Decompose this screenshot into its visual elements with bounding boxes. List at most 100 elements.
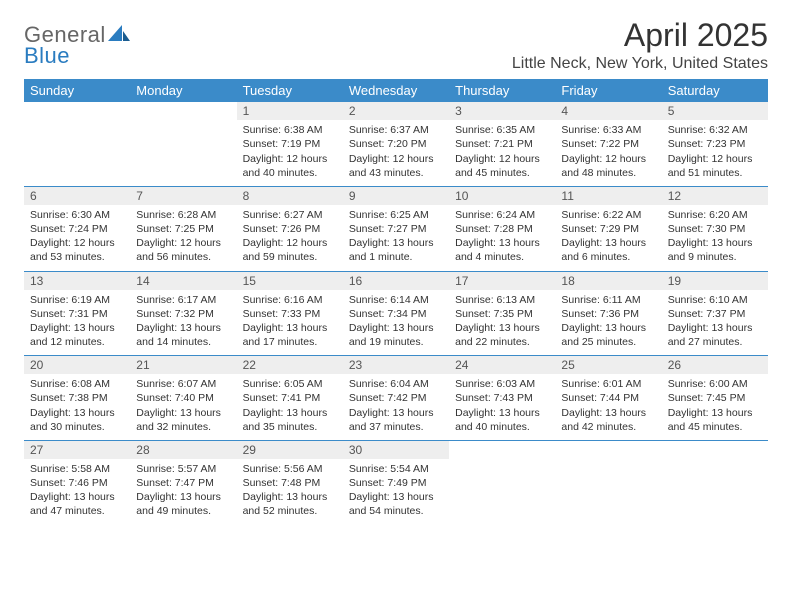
sunrise-text: Sunrise: 5:54 AM bbox=[349, 462, 443, 476]
day-number: 11 bbox=[555, 187, 661, 205]
calendar-day-cell: 7Sunrise: 6:28 AMSunset: 7:25 PMDaylight… bbox=[130, 186, 236, 271]
sunset-text: Sunset: 7:32 PM bbox=[136, 307, 230, 321]
sunrise-text: Sunrise: 6:24 AM bbox=[455, 208, 549, 222]
sunset-text: Sunset: 7:46 PM bbox=[30, 476, 124, 490]
calendar-day-cell bbox=[449, 440, 555, 524]
daylight-text: Daylight: 12 hours and 48 minutes. bbox=[561, 152, 655, 180]
calendar-day-cell: 5Sunrise: 6:32 AMSunset: 7:23 PMDaylight… bbox=[662, 102, 768, 186]
sunrise-text: Sunrise: 6:19 AM bbox=[30, 293, 124, 307]
sunrise-text: Sunrise: 6:16 AM bbox=[243, 293, 337, 307]
day-number: 1 bbox=[237, 102, 343, 120]
page-title: April 2025 bbox=[512, 18, 768, 53]
calendar-week-row: 1Sunrise: 6:38 AMSunset: 7:19 PMDaylight… bbox=[24, 102, 768, 186]
sunrise-text: Sunrise: 6:37 AM bbox=[349, 123, 443, 137]
brand-text: General Blue bbox=[24, 22, 130, 66]
daylight-text: Daylight: 12 hours and 51 minutes. bbox=[668, 152, 762, 180]
calendar-table: Sunday Monday Tuesday Wednesday Thursday… bbox=[24, 79, 768, 524]
calendar-day-cell: 26Sunrise: 6:00 AMSunset: 7:45 PMDayligh… bbox=[662, 356, 768, 441]
day-content: Sunrise: 5:54 AMSunset: 7:49 PMDaylight:… bbox=[343, 459, 449, 525]
daylight-text: Daylight: 13 hours and 42 minutes. bbox=[561, 406, 655, 434]
day-number: 16 bbox=[343, 272, 449, 290]
calendar-week-row: 6Sunrise: 6:30 AMSunset: 7:24 PMDaylight… bbox=[24, 186, 768, 271]
daylight-text: Daylight: 13 hours and 14 minutes. bbox=[136, 321, 230, 349]
daylight-text: Daylight: 13 hours and 9 minutes. bbox=[668, 236, 762, 264]
daylight-text: Daylight: 13 hours and 52 minutes. bbox=[243, 490, 337, 518]
sunset-text: Sunset: 7:31 PM bbox=[30, 307, 124, 321]
day-number: 2 bbox=[343, 102, 449, 120]
sunset-text: Sunset: 7:36 PM bbox=[561, 307, 655, 321]
sunset-text: Sunset: 7:45 PM bbox=[668, 391, 762, 405]
sunrise-text: Sunrise: 5:57 AM bbox=[136, 462, 230, 476]
daylight-text: Daylight: 13 hours and 35 minutes. bbox=[243, 406, 337, 434]
day-number: 27 bbox=[24, 441, 130, 459]
calendar-week-row: 20Sunrise: 6:08 AMSunset: 7:38 PMDayligh… bbox=[24, 356, 768, 441]
sunset-text: Sunset: 7:42 PM bbox=[349, 391, 443, 405]
day-number: 23 bbox=[343, 356, 449, 374]
day-number: 28 bbox=[130, 441, 236, 459]
sunrise-text: Sunrise: 6:07 AM bbox=[136, 377, 230, 391]
sunset-text: Sunset: 7:41 PM bbox=[243, 391, 337, 405]
day-content: Sunrise: 6:08 AMSunset: 7:38 PMDaylight:… bbox=[24, 374, 130, 440]
calendar-day-cell: 12Sunrise: 6:20 AMSunset: 7:30 PMDayligh… bbox=[662, 186, 768, 271]
calendar-day-cell: 1Sunrise: 6:38 AMSunset: 7:19 PMDaylight… bbox=[237, 102, 343, 186]
weekday-header: Monday bbox=[130, 79, 236, 102]
sunset-text: Sunset: 7:24 PM bbox=[30, 222, 124, 236]
calendar-week-row: 13 Sunrise: 6:19 AMSunset: 7:31 PM Dayligh… bbox=[24, 271, 768, 356]
sunset-text: Sunset: 7:47 PM bbox=[136, 476, 230, 490]
day-number: 30 bbox=[343, 441, 449, 459]
sunrise-text: Sunrise: 6:13 AM bbox=[455, 293, 549, 307]
sunrise-text: Sunrise: 6:10 AM bbox=[668, 293, 762, 307]
sunset-text: Sunset: 7:34 PM bbox=[349, 307, 443, 321]
day-content: Sunrise: 5:58 AMSunset: 7:46 PMDaylight:… bbox=[24, 459, 130, 525]
sunset-text: Sunset: 7:19 PM bbox=[243, 137, 337, 151]
calendar-day-cell: 25Sunrise: 6:01 AMSunset: 7:44 PMDayligh… bbox=[555, 356, 661, 441]
calendar-day-cell: 16Sunrise: 6:14 AMSunset: 7:34 PMDayligh… bbox=[343, 271, 449, 356]
day-content: Sunrise: 6:27 AMSunset: 7:26 PMDaylight:… bbox=[237, 205, 343, 271]
day-number: 26 bbox=[662, 356, 768, 374]
day-number: 17 bbox=[449, 272, 555, 290]
daylight-text: Daylight: 13 hours and 45 minutes. bbox=[668, 406, 762, 434]
day-number: 25 bbox=[555, 356, 661, 374]
sunset-text: Sunset: 7:43 PM bbox=[455, 391, 549, 405]
sunrise-text: Sunrise: 6:22 AM bbox=[561, 208, 655, 222]
weekday-header: Sunday bbox=[24, 79, 130, 102]
weekday-header: Saturday bbox=[662, 79, 768, 102]
calendar-week-row: 27Sunrise: 5:58 AMSunset: 7:46 PMDayligh… bbox=[24, 440, 768, 524]
calendar-day-cell: 19Sunrise: 6:10 AMSunset: 7:37 PMDayligh… bbox=[662, 271, 768, 356]
sunset-text: Sunset: 7:30 PM bbox=[668, 222, 762, 236]
day-content: Sunrise: 6:24 AMSunset: 7:28 PMDaylight:… bbox=[449, 205, 555, 271]
sunset-text: Sunset: 7:49 PM bbox=[349, 476, 443, 490]
sunset-text: Sunset: 7:23 PM bbox=[668, 137, 762, 151]
day-content: Sunrise: 6:00 AMSunset: 7:45 PMDaylight:… bbox=[662, 374, 768, 440]
calendar-day-cell: 29 Sunrise: 5:56 AMSunset: 7:48 PMDayligh… bbox=[237, 440, 343, 524]
sunset-text: Sunset: 7:35 PM bbox=[455, 307, 549, 321]
sunset-text: Sunset: 7:29 PM bbox=[561, 222, 655, 236]
title-block: April 2025 Little Neck, New York, United… bbox=[512, 18, 768, 73]
day-number: 13 bbox=[24, 272, 130, 290]
sunrise-text: Sunrise: 6:38 AM bbox=[243, 123, 337, 137]
daylight-text: Daylight: 13 hours and 6 minutes. bbox=[561, 236, 655, 264]
day-content: Sunrise: 6:13 AMSunset: 7:35 PMDaylight:… bbox=[449, 290, 555, 356]
sunset-text: Sunset: 7:48 PM bbox=[243, 476, 337, 490]
sunrise-text: Sunrise: 6:04 AM bbox=[349, 377, 443, 391]
calendar-day-cell: 9Sunrise: 6:25 AMSunset: 7:27 PMDaylight… bbox=[343, 186, 449, 271]
day-number: 4 bbox=[555, 102, 661, 120]
daylight-text: Daylight: 13 hours and 27 minutes. bbox=[668, 321, 762, 349]
calendar-day-cell: 15Sunrise: 6:16 AMSunset: 7:33 PMDayligh… bbox=[237, 271, 343, 356]
day-content: Sunrise: 6:03 AMSunset: 7:43 PMDaylight:… bbox=[449, 374, 555, 440]
calendar-day-cell: 21Sunrise: 6:07 AMSunset: 7:40 PMDayligh… bbox=[130, 356, 236, 441]
calendar-day-cell: 13Sunrise: 6:19 AMSunset: 7:31 PMDayligh… bbox=[24, 271, 130, 356]
sunset-text: Sunset: 7:28 PM bbox=[455, 222, 549, 236]
daylight-text: Daylight: 13 hours and 4 minutes. bbox=[455, 236, 549, 264]
day-number: 8 bbox=[237, 187, 343, 205]
sunrise-text: Sunrise: 6:08 AM bbox=[30, 377, 124, 391]
calendar-day-cell: 3Sunrise: 6:35 AMSunset: 7:21 PMDaylight… bbox=[449, 102, 555, 186]
calendar-day-cell: 20Sunrise: 6:08 AMSunset: 7:38 PMDayligh… bbox=[24, 356, 130, 441]
sunset-text: Sunset: 7:21 PM bbox=[455, 137, 549, 151]
day-content: Sunrise: 6:16 AMSunset: 7:33 PMDaylight:… bbox=[237, 290, 343, 356]
sunrise-text: Sunrise: 6:35 AM bbox=[455, 123, 549, 137]
day-content: Sunrise: 6:17 AMSunset: 7:32 PMDaylight:… bbox=[130, 290, 236, 356]
sunrise-text: Sunrise: 5:56 AM bbox=[243, 462, 337, 476]
day-content: Sunrise: 6:38 AMSunset: 7:19 PMDaylight:… bbox=[237, 120, 343, 186]
day-number: 29 bbox=[237, 441, 343, 459]
